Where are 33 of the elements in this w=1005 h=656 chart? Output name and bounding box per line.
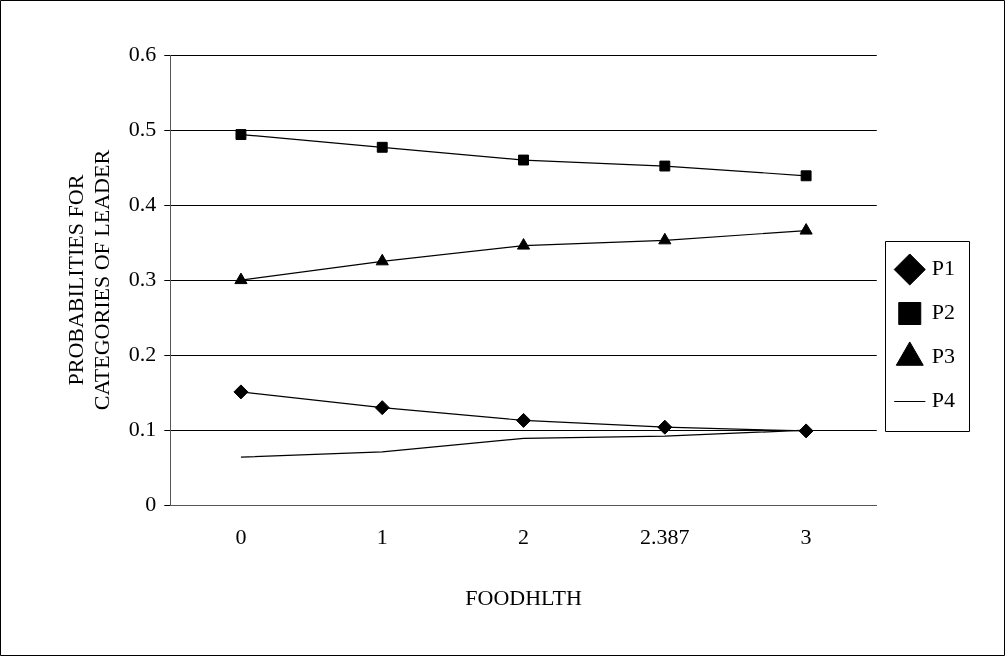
y-axis-title: PROBABILITIES FOR CATEGORIES OF LEADER — [62, 149, 115, 411]
legend-label: P1 — [931, 255, 956, 281]
y-tick-label: 0.5 — [128, 115, 157, 141]
point — [516, 412, 532, 428]
point — [798, 423, 814, 439]
point — [659, 160, 671, 172]
x-tick-label: 1 — [376, 524, 388, 550]
legend-label: P4 — [931, 387, 956, 413]
legend-label: P2 — [931, 299, 956, 325]
point — [374, 400, 390, 416]
point — [234, 272, 248, 285]
point — [657, 419, 673, 435]
point — [375, 253, 389, 266]
point — [800, 170, 812, 182]
x-tick-label: 3 — [800, 524, 812, 550]
y-tick-label: 0.6 — [128, 40, 157, 66]
x-tick-label: 2.387 — [640, 524, 690, 550]
point — [516, 238, 531, 250]
point — [518, 154, 529, 166]
point — [235, 129, 247, 140]
y-tick-label: 0.1 — [128, 415, 157, 441]
y-tick-label: 0 — [145, 490, 157, 516]
point — [799, 223, 813, 235]
y-tick-label: 0.2 — [128, 340, 157, 366]
point — [376, 141, 388, 153]
legend-label: P3 — [931, 343, 956, 369]
y-tick-label: 0.4 — [128, 190, 157, 216]
x-tick-label: 2 — [518, 524, 530, 550]
y-tick-label: 0.3 — [128, 265, 157, 291]
x-tick-label: 0 — [235, 524, 247, 550]
x-axis-title: FOODHLTH — [465, 584, 582, 610]
point — [658, 232, 672, 245]
point — [233, 384, 249, 400]
